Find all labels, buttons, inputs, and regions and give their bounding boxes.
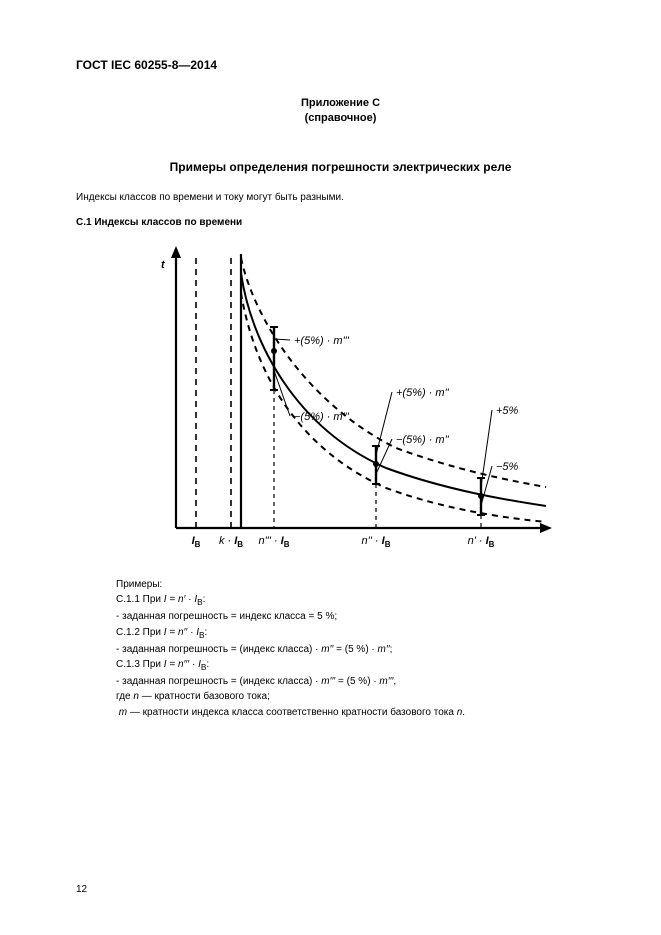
svg-text:+(5%) · m''': +(5%) · m''' (294, 335, 350, 347)
page-number: 12 (76, 884, 87, 895)
svg-text:−(5%) · m''': −(5%) · m''' (294, 411, 350, 423)
document-id: ГОСТ IEC 60255-8—2014 (76, 58, 605, 72)
example-line: С.1.2 При I = n′′ · IB: (116, 625, 605, 642)
chart-container: t +(5%) · m''' −(5%) · m''' +(5%) · m'' −(5%… (76, 238, 605, 573)
svg-text:n''' · IB: n''' · IB (258, 535, 289, 549)
svg-text:+5%: +5% (496, 405, 519, 417)
svg-text:n'' · IB: n'' · IB (361, 535, 390, 549)
examples-heading: Примеры: (116, 577, 605, 593)
example-line: m — кратности индекса класса соответстве… (116, 705, 605, 721)
example-line: - заданная погрешность = (индекс класса)… (116, 642, 605, 658)
appendix-line2: (справочное) (305, 112, 377, 124)
page: ГОСТ IEC 60255-8—2014 Приложение С (спра… (0, 0, 661, 935)
svg-text:k · IB: k · IB (218, 535, 242, 549)
svg-text:−5%: −5% (496, 461, 519, 473)
example-line: С.1.3 При I = n′′′ · IB: (116, 657, 605, 674)
svg-text:t: t (161, 259, 166, 271)
svg-text:IB: IB (191, 535, 200, 549)
example-line: - заданная погрешность = индекс класса =… (116, 609, 605, 625)
tolerance-chart: t +(5%) · m''' −(5%) · m''' +(5%) · m'' −(5%… (126, 238, 556, 568)
sub-heading: С.1 Индексы классов по времени (76, 217, 605, 228)
svg-text:n' · IB: n' · IB (467, 535, 494, 549)
examples-block: Примеры: С.1.1 При I = n′ · IB:- заданна… (116, 577, 605, 721)
intro-text: Индексы классов по времени и току могут … (76, 192, 605, 203)
appendix-heading: Приложение С (справочное) (76, 96, 605, 126)
example-line: С.1.1 При I = n′ · IB: (116, 592, 605, 609)
example-line: - заданная погрешность = (индекс класса)… (116, 674, 605, 690)
page-title: Примеры определения погрешности электрич… (76, 160, 605, 174)
svg-text:−(5%) · m'': −(5%) · m'' (396, 434, 450, 446)
example-line: где n — кратности базового тока; (116, 689, 605, 705)
appendix-line1: Приложение С (301, 97, 380, 109)
svg-text:+(5%) · m'': +(5%) · m'' (396, 387, 450, 399)
